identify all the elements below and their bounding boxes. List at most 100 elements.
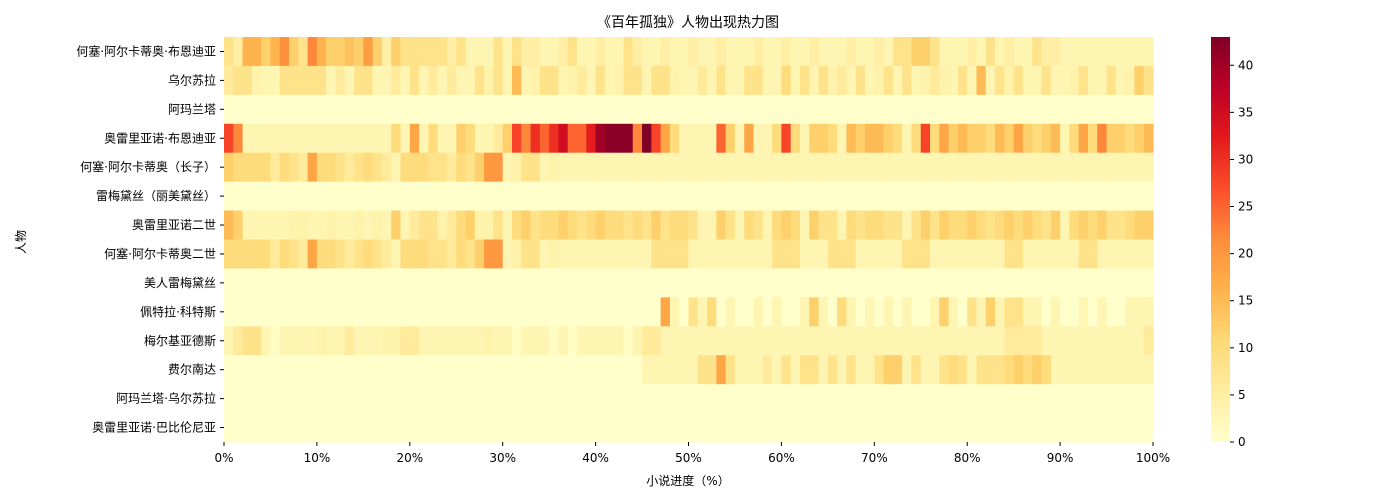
heatmap-cell (614, 239, 625, 270)
heatmap-cell (474, 37, 485, 67)
heatmap-cell (558, 326, 569, 356)
heatmap-cell (428, 65, 439, 96)
heatmap-cell (651, 123, 662, 154)
heatmap-cell (790, 152, 801, 183)
heatmap-cell (326, 210, 337, 241)
y-axis: 何塞·阿尔卡蒂奥·布恩迪亚乌尔苏拉阿玛兰塔奥雷里亚诺·布恩迪亚何塞·阿尔卡蒂奥（… (76, 43, 224, 435)
heatmap-cell (1022, 37, 1033, 67)
colorbar-tick-label: 10 (1238, 341, 1253, 355)
heatmap-cell (707, 326, 717, 356)
heatmap-cell (456, 239, 467, 270)
heatmap-cell (632, 268, 643, 298)
heatmap-cell (400, 355, 411, 385)
heatmap-cell (744, 297, 755, 327)
heatmap-cell (995, 181, 1005, 212)
heatmap-cell (744, 65, 755, 96)
heatmap-cell (1143, 413, 1154, 443)
heatmap-cell (372, 413, 383, 443)
heatmap-cell (679, 210, 690, 241)
heatmap-cell (632, 326, 643, 356)
heatmap-cell (1041, 297, 1052, 327)
heatmap-cell (344, 268, 355, 298)
heatmap-cell (855, 65, 866, 96)
heatmap-cell (1134, 355, 1145, 385)
heatmap-cell (939, 297, 950, 327)
heatmap-cell (725, 65, 736, 96)
heatmap-cell (521, 65, 532, 96)
heatmap-cell (391, 268, 402, 298)
heatmap-cell (372, 152, 383, 183)
heatmap-cell (530, 152, 541, 183)
heatmap-cell (837, 94, 848, 125)
heatmap-cell (902, 413, 913, 443)
heatmap-cell (1004, 297, 1015, 327)
heatmap-cell (1004, 210, 1015, 241)
heatmap-cell (651, 413, 662, 443)
heatmap-cell (632, 355, 643, 385)
heatmap-cell (920, 123, 931, 154)
heatmap-cell (911, 123, 922, 154)
heatmap-cell (1004, 326, 1015, 356)
heatmap-cell (1069, 297, 1080, 327)
heatmap-cell (920, 94, 931, 125)
heatmap-cell (1069, 65, 1080, 96)
heatmap-cell (307, 239, 318, 270)
heatmap-cell (948, 123, 959, 154)
heatmap-cell (335, 326, 346, 356)
heatmap-cell (772, 181, 782, 212)
heatmap-cell (614, 181, 625, 212)
heatmap-cell (669, 413, 680, 443)
heatmap-cell (985, 65, 996, 96)
heatmap-cell (521, 210, 532, 241)
heatmap-cell (930, 210, 940, 241)
heatmap-cell (577, 326, 587, 356)
heatmap-cell (669, 94, 680, 125)
heatmap-cell (883, 384, 894, 414)
heatmap-cell (577, 94, 587, 125)
heatmap-cell (419, 239, 429, 270)
heatmap-cell (614, 65, 625, 96)
heatmap-cell (892, 413, 903, 443)
heatmap-cell (363, 384, 374, 414)
heatmap-cell (1087, 326, 1098, 356)
heatmap-cell (1125, 94, 1136, 125)
heatmap-cell (1078, 413, 1089, 443)
heatmap-cell (344, 297, 355, 327)
heatmap-cell (530, 65, 541, 96)
heatmap-cell (930, 297, 940, 327)
heatmap-cell (502, 152, 513, 183)
heatmap-cell (400, 326, 411, 356)
heatmap-cell (354, 65, 364, 96)
heatmap-cell (707, 65, 717, 96)
heatmap-cell (1143, 326, 1154, 356)
heatmap-cell (939, 210, 950, 241)
heatmap-cell (697, 37, 708, 67)
heatmap-cell (892, 94, 903, 125)
heatmap-cell (1115, 239, 1126, 270)
heatmap-cell (1115, 181, 1126, 212)
heatmap-cell (1143, 384, 1154, 414)
heatmap-cell (1022, 384, 1033, 414)
chart-title: 《百年孤独》人物出现热力图 (597, 15, 779, 31)
heatmap-cell (474, 413, 485, 443)
y-tick-label: 雷梅黛丝（丽美黛丝） (96, 188, 216, 203)
heatmap-cell (725, 384, 736, 414)
x-tick-label: 60% (768, 451, 795, 465)
heatmap-cell (651, 355, 662, 385)
heatmap-cell (372, 268, 383, 298)
heatmap-cell (391, 239, 402, 270)
heatmap-cell (1022, 181, 1033, 212)
heatmap-cell (521, 297, 532, 327)
heatmap-cell (465, 384, 476, 414)
y-tick-label: 阿玛兰塔·乌尔苏拉 (116, 391, 216, 406)
heatmap-cell (967, 413, 978, 443)
heatmap-cell (809, 123, 820, 154)
heatmap-cell (883, 297, 894, 327)
heatmap-cell (344, 239, 355, 270)
heatmap-cell (502, 413, 513, 443)
heatmap-cell (716, 210, 727, 241)
heatmap-cell (326, 94, 337, 125)
heatmap-cell (614, 123, 625, 154)
heatmap-cell (484, 268, 495, 298)
